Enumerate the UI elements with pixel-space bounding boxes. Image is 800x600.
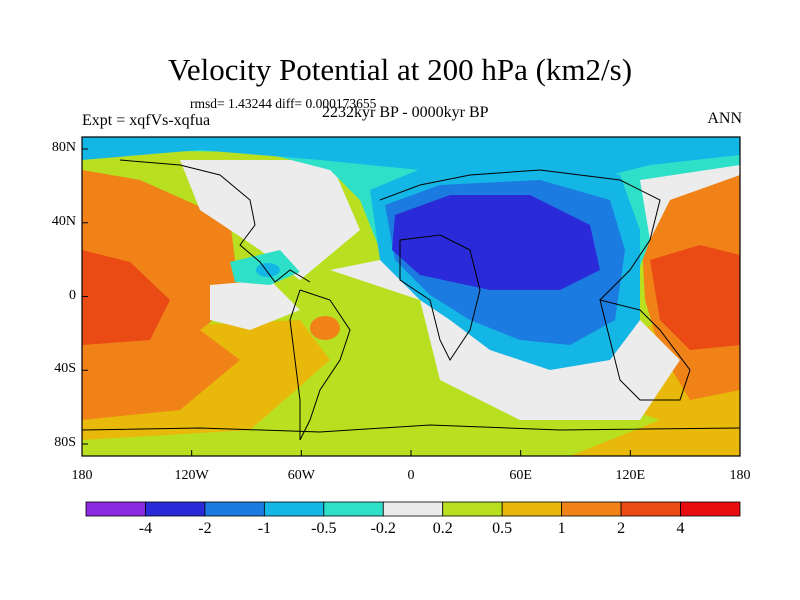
coastline (119, 159, 311, 283)
colorbar-label: 0.2 (432, 520, 453, 537)
y-tick-label: 40S (54, 361, 76, 377)
y-tick-label: 80S (54, 435, 76, 450)
colorbar-swatch (501, 501, 563, 517)
plot-title: Velocity Potential at 200 hPa (km2/s) (167, 52, 633, 87)
colorbar-swatch (204, 501, 265, 517)
contour-region (256, 263, 280, 277)
season-label: ANN (707, 110, 742, 127)
colorbar-label: -4 (138, 520, 153, 537)
colorbar-label: -0.5 (311, 520, 337, 537)
x-tick-label: 120W (174, 468, 209, 483)
period-label: 2232kyr BP - 0000kyr BP (322, 104, 489, 121)
x-tick-label: 60W (287, 468, 315, 483)
contour-region (210, 280, 300, 330)
colorbar-swatch (620, 501, 681, 517)
x-tick-label: 120E (615, 468, 646, 483)
coastline (399, 234, 481, 361)
experiment-label: Expt = xqfVs-xqfua (82, 112, 211, 129)
y-tick-label: 0 (69, 287, 76, 303)
contour-region (180, 160, 360, 280)
coastlines (82, 159, 740, 441)
colorbar-swatch (145, 501, 206, 517)
colorbar-swatch (382, 501, 444, 517)
colorbar-swatch (323, 501, 384, 517)
colorbar-label: 0.5 (492, 520, 513, 537)
coastline (299, 289, 351, 441)
x-tick-label: 180 (71, 468, 93, 483)
coastline (289, 289, 301, 440)
coastline (379, 169, 661, 301)
contour-region (310, 316, 340, 340)
x-tick-label: 0 (407, 468, 415, 483)
contour-field (82, 137, 740, 456)
y-tick-label: 40N (51, 213, 76, 229)
colorbar-swatch (561, 501, 622, 517)
x-tick-label: 60E (509, 468, 532, 483)
colorbar-swatch (263, 501, 325, 517)
colorbar (85, 501, 741, 517)
x-tick-label: 180 (729, 468, 751, 483)
colorbar-swatch (85, 501, 146, 517)
colorbar-swatch (442, 501, 503, 517)
colorbar-label: 2 (617, 520, 626, 537)
colorbar-label: 4 (676, 520, 685, 537)
colorbar-label: 1 (557, 520, 566, 537)
contour-region (650, 245, 740, 350)
coastline (599, 299, 691, 401)
rmsd-diff-stats: rmsd= 1.43244 diff= 0.000173655 (190, 96, 377, 111)
tick-marks (81, 148, 741, 456)
coastline (82, 424, 740, 433)
colorbar-label: -2 (198, 520, 212, 537)
colorbar-label: -0.2 (370, 520, 396, 537)
colorbar-swatch (680, 501, 741, 517)
contour-region (82, 250, 170, 345)
contour-region (392, 195, 600, 290)
colorbar-label: -1 (257, 520, 272, 537)
y-tick-label: 80N (51, 140, 76, 155)
